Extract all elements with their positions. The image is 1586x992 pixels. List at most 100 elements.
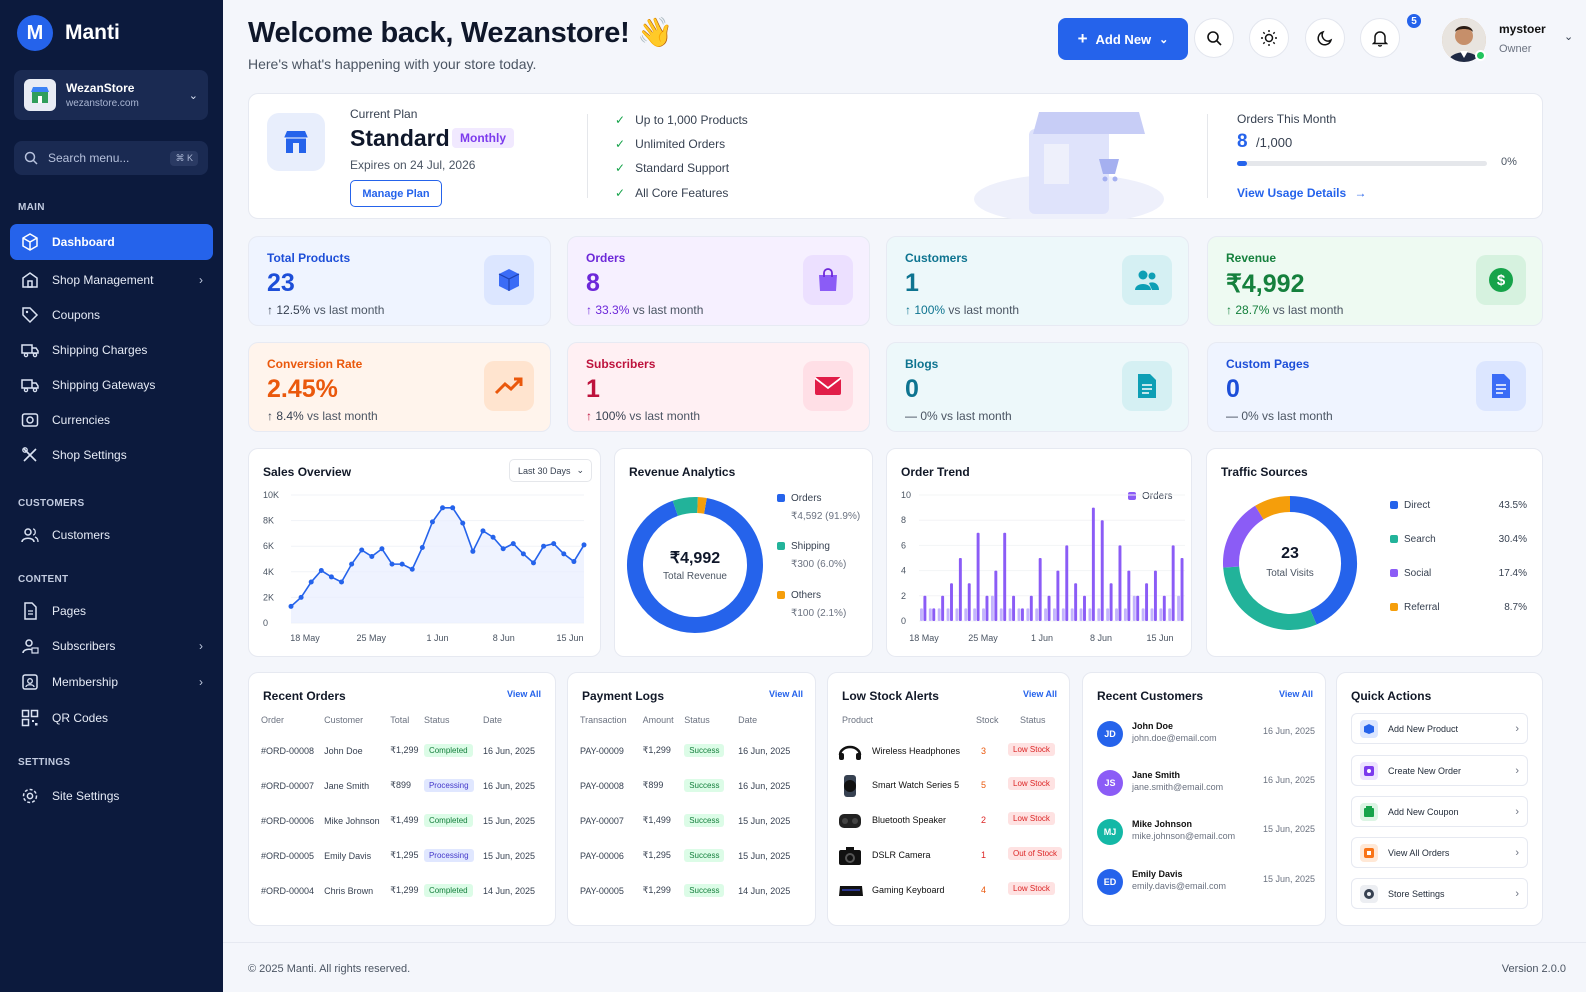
search-button[interactable] bbox=[1194, 18, 1234, 58]
sidebar-item-coupons[interactable]: Coupons bbox=[10, 297, 213, 333]
list-item[interactable]: DSLR Camera 1 Out of Stock bbox=[838, 843, 1063, 873]
x-tick-label: 25 May bbox=[356, 633, 386, 643]
sidebar-item-qr-codes[interactable]: QR Codes bbox=[10, 700, 213, 736]
card-title: Recent Customers bbox=[1097, 689, 1204, 703]
table-row[interactable]: #ORD-00004 Chris Brown ₹1,299 Completed 14 J… bbox=[261, 873, 545, 908]
sidebar-item-membership[interactable]: Membership › bbox=[10, 664, 213, 700]
column-header: Status bbox=[1020, 715, 1046, 725]
order-total: ₹899 bbox=[390, 780, 412, 790]
chevron-right-icon: › bbox=[1515, 722, 1519, 735]
sidebar-item-customers[interactable]: Customers bbox=[10, 517, 213, 553]
stat-card-custom-pages[interactable]: Custom Pages 0 — 0% vs last month bbox=[1207, 342, 1543, 432]
orders-table: Order Customer Total Status Date #ORD-00… bbox=[261, 707, 545, 908]
bar bbox=[1065, 545, 1069, 621]
notifications-button[interactable] bbox=[1360, 18, 1400, 58]
list-item[interactable]: Wireless Headphones 3 Low Stock bbox=[838, 739, 1063, 769]
status-badge: Processing bbox=[423, 779, 474, 792]
stat-card-total-products[interactable]: Total Products 23 ↑ 12.5% vs last month bbox=[248, 236, 551, 326]
sales-line-chart: 0 2K 4K 6K 8K 10K 18 May 25 May 1 Jun 8 Jun 15 Jun bbox=[263, 490, 587, 643]
add-new-product-button[interactable]: Add New Product › bbox=[1351, 713, 1528, 744]
view-all-link[interactable]: View All bbox=[1022, 689, 1057, 699]
list-item[interactable]: JS Jane Smith jane.smith@email.com 16 Ju… bbox=[1097, 766, 1315, 806]
sidebar-item-shipping-gateways[interactable]: Shipping Gateways bbox=[10, 367, 213, 403]
store-settings-button[interactable]: Store Settings › bbox=[1351, 878, 1528, 909]
usage-progress-fill bbox=[1237, 161, 1247, 166]
light-mode-button[interactable] bbox=[1249, 18, 1289, 58]
moon-icon bbox=[1317, 30, 1333, 46]
table-row[interactable]: #ORD-00006 Mike Johnson ₹1,499 Completed 15 … bbox=[261, 803, 545, 838]
sidebar-item-shop-management[interactable]: Shop Management › bbox=[10, 262, 213, 298]
column-header: Stock bbox=[976, 715, 999, 725]
y-tick-label: 4 bbox=[901, 566, 906, 576]
list-item[interactable]: MJ Mike Johnson mike.johnson@email.com 1… bbox=[1097, 815, 1315, 855]
add-new-coupon-button[interactable]: Add New Coupon › bbox=[1351, 796, 1528, 827]
list-item[interactable]: Smart Watch Series 5 5 Low Stock bbox=[838, 773, 1063, 803]
list-item[interactable]: JD John Doe john.doe@email.com 16 Jun, 2… bbox=[1097, 717, 1315, 757]
data-point bbox=[551, 541, 557, 547]
sidebar-search-input[interactable]: Search menu... ⌘ K bbox=[14, 141, 208, 175]
dark-mode-button[interactable] bbox=[1305, 18, 1345, 58]
sidebar-item-shipping-charges[interactable]: Shipping Charges bbox=[10, 332, 213, 368]
add-new-button[interactable]: + Add New ⌄ bbox=[1058, 18, 1188, 60]
stat-card-orders[interactable]: Orders 8 ↑ 33.3% vs last month bbox=[567, 236, 870, 326]
column-header: Date bbox=[482, 715, 502, 725]
view-all-orders-button[interactable]: View All Orders › bbox=[1351, 837, 1528, 868]
stat-card-customers[interactable]: Customers 1 ↑ 100% vs last month bbox=[886, 236, 1189, 326]
stat-card-subscribers[interactable]: Subscribers 1 ↑ 100% vs last month bbox=[567, 342, 870, 432]
store-selector[interactable]: WezanStore wezanstore.com ⌄ bbox=[14, 70, 208, 120]
sidebar-item-site-settings[interactable]: Site Settings bbox=[10, 778, 213, 814]
sidebar-item-shop-settings[interactable]: Shop Settings bbox=[10, 437, 213, 473]
table-row[interactable]: PAY-00005 ₹1,299 Success 14 Jun, 2025 bbox=[580, 873, 808, 908]
table-row[interactable]: PAY-00009 ₹1,299 Success 16 Jun, 2025 bbox=[580, 733, 808, 768]
create-new-order-button[interactable]: Create New Order › bbox=[1351, 755, 1528, 786]
view-all-link[interactable]: View All bbox=[1278, 689, 1313, 699]
feature-label: Up to 1,000 Products bbox=[635, 113, 748, 127]
column-header: Date bbox=[738, 715, 758, 725]
chevron-down-icon[interactable]: ⌄ bbox=[1564, 31, 1574, 43]
footer-version: Version 2.0.0 bbox=[1501, 963, 1566, 975]
donut-slice bbox=[1223, 505, 1264, 568]
stat-card-conversion-rate[interactable]: Conversion Rate 2.45% ↑ 8.4% vs last mon… bbox=[248, 342, 551, 432]
list-item[interactable]: ED Emily Davis emily.davis@email.com 15 … bbox=[1097, 865, 1315, 905]
change-value: 100% bbox=[595, 409, 627, 423]
stat-change: ↑ 100% vs last month bbox=[905, 303, 1019, 317]
bar bbox=[1097, 608, 1101, 621]
table-row[interactable]: #ORD-00007 Jane Smith ₹899 Processing 16 Jun… bbox=[261, 768, 545, 803]
manage-plan-button[interactable]: Manage Plan bbox=[350, 180, 442, 207]
view-all-link[interactable]: View All bbox=[768, 689, 803, 699]
donut-center-value: 23 bbox=[1281, 545, 1299, 562]
stat-card-revenue[interactable]: Revenue ₹4,992 ↑ 28.7% vs last month $ bbox=[1207, 236, 1543, 326]
bar bbox=[1159, 608, 1163, 621]
table-row[interactable]: PAY-00007 ₹1,499 Success 15 Jun, 2025 bbox=[580, 803, 808, 838]
status-badge: Success bbox=[684, 814, 725, 827]
user-name[interactable]: mystoer bbox=[1499, 22, 1546, 36]
sidebar-item-currencies[interactable]: Currencies bbox=[10, 402, 213, 438]
sidebar-item-dashboard[interactable]: Dashboard bbox=[10, 224, 213, 260]
data-point bbox=[409, 566, 415, 572]
stat-change: — 0% vs last month bbox=[1226, 409, 1333, 423]
stat-card-blogs[interactable]: Blogs 0 — 0% vs last month bbox=[886, 342, 1189, 432]
sidebar-item-subscribers[interactable]: Subscribers › bbox=[10, 628, 213, 664]
card-title: Quick Actions bbox=[1351, 689, 1432, 703]
customer-name: Emily Davis bbox=[324, 850, 372, 861]
view-all-link[interactable]: View All bbox=[506, 689, 541, 699]
stock-count: 2 bbox=[981, 815, 987, 825]
status-badge: Low Stock bbox=[1008, 812, 1055, 825]
sidebar-item-pages[interactable]: Pages bbox=[10, 593, 213, 629]
x-tick-label: 18 May bbox=[290, 633, 320, 643]
list-item[interactable]: Gaming Keyboard 4 Low Stock bbox=[838, 878, 1063, 908]
table-row[interactable]: PAY-00006 ₹1,295 Success 15 Jun, 2025 bbox=[580, 838, 808, 873]
brand-logo[interactable]: M Manti bbox=[17, 15, 120, 51]
view-usage-link[interactable]: View Usage Details → bbox=[1237, 186, 1367, 200]
order-id: #ORD-00005 bbox=[261, 850, 315, 861]
table-row[interactable]: #ORD-00005 Emily Davis ₹1,295 Processing 15 … bbox=[261, 838, 545, 873]
y-tick-label: 6 bbox=[901, 540, 906, 550]
list-item[interactable]: Bluetooth Speaker 2 Low Stock bbox=[838, 808, 1063, 838]
range-select[interactable]: Last 30 Days ⌄ bbox=[509, 459, 592, 482]
table-row[interactable]: PAY-00008 ₹899 Success 16 Jun, 2025 bbox=[580, 768, 808, 803]
change-value: 0% bbox=[920, 409, 938, 423]
table-row[interactable]: #ORD-00008 John Doe ₹1,299 Completed 16 Jun,… bbox=[261, 733, 545, 768]
legend-swatch bbox=[1390, 535, 1398, 544]
customer-name: John Doe bbox=[324, 745, 363, 756]
bar bbox=[1017, 608, 1021, 621]
